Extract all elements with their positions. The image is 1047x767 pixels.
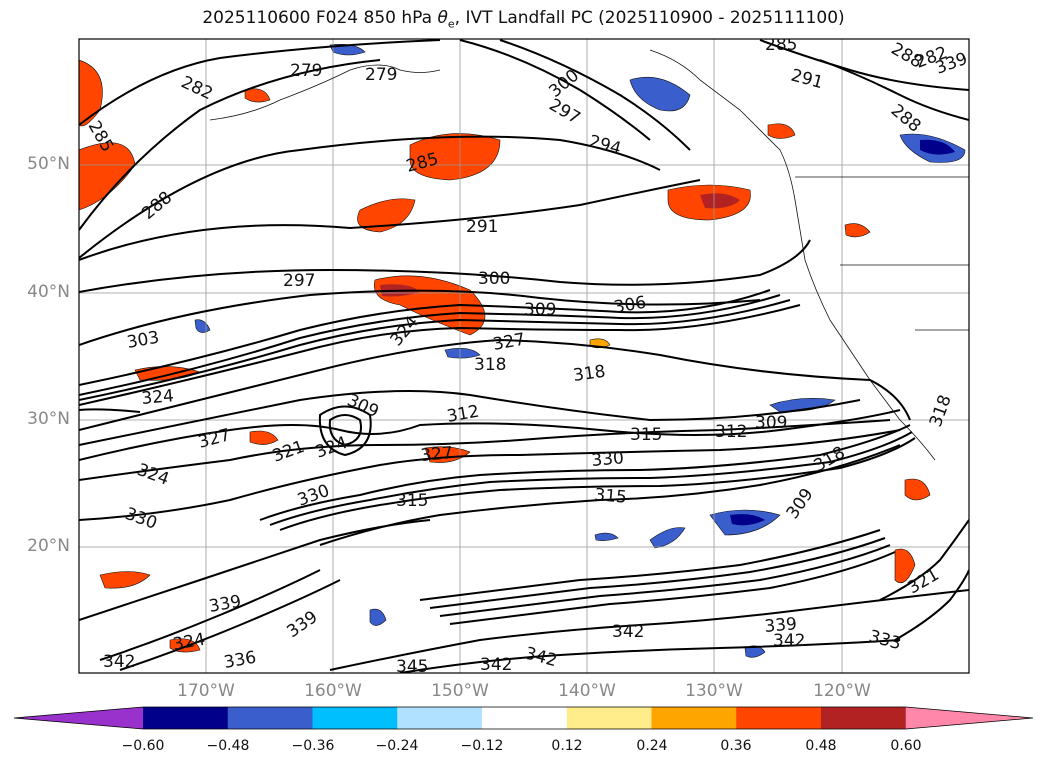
colorbar-segment [397,707,483,729]
contour-label: 300 [478,269,510,289]
contour-label: 318 [572,362,607,386]
contour-label: 318 [926,392,956,429]
lon-label-160w: 160°W [304,681,362,701]
colorbar-tick-label: −0.36 [291,738,335,754]
contour-label: 336 [222,648,257,673]
contour-label: 303 [125,328,160,353]
graticule [79,39,969,673]
lat-label-50n: 50°N [27,154,70,174]
contour-label: 330 [122,504,159,534]
contour-label: 330 [591,448,625,471]
coastlines [209,49,969,461]
lat-label-20n: 20°N [27,536,70,556]
contour-label: 291 [466,217,498,237]
contour-label: 324 [313,433,350,463]
contour-label: 315 [396,491,428,511]
contour-label: 309 [755,413,787,433]
lon-label-150w: 150°W [431,681,489,701]
contour-label: 315 [630,425,662,445]
contour-label: 342 [480,655,512,675]
contour-label: 324 [171,630,206,655]
colorbar-segment [227,707,313,729]
colorbar-tick-label: 0.60 [890,738,922,754]
colorbar-tick-label: 0.12 [551,738,583,754]
contour-label: 309 [524,300,556,320]
contour-label: 324 [134,460,171,490]
theta-e-contours [79,39,969,673]
contour-label: 279 [290,61,322,81]
contour-label: 309 [344,390,382,422]
contour-label: 339 [207,592,242,617]
contour-label: 324 [141,386,175,409]
contour-label: 318 [474,355,506,375]
contour-label: 339 [283,607,321,642]
contour-label: 342 [612,622,644,642]
colorbar-tick-label: −0.48 [206,738,250,754]
colorbar-tick-label: −0.12 [460,738,504,754]
contour-label: 288 [138,188,176,224]
contour-label: 288 [887,101,925,137]
lon-label-130w: 130°W [685,681,743,701]
contour-label: 315 [594,485,628,508]
colorbar-tick-label: 0.36 [720,738,752,754]
colorbar-extension-low [14,707,143,729]
lat-label-30n: 30°N [27,409,70,429]
contour-label: 342 [773,631,805,651]
contour-label: 291 [789,66,826,94]
colorbar [13,706,1034,730]
colorbar-segment [312,707,398,729]
lon-label-170w: 170°W [177,681,235,701]
lon-label-140w: 140°W [558,681,616,701]
contour-label: 327 [420,443,454,466]
contour-label-group: 279 279 282 285 285 288 288 291 294 297 … [84,35,969,677]
contour-label: 330 [295,481,332,511]
contour-label: 312 [715,422,747,442]
contour-label: 285 [765,35,797,55]
contour-label: 342 [523,644,560,672]
colorbar-tick-label: −0.24 [375,738,419,754]
colorbar-segment [651,707,737,729]
colorbar-segment [736,707,822,729]
contour-label: 297 [283,271,315,291]
map-frame [78,38,970,674]
contour-label: 327 [196,425,233,453]
contour-label: 297 [546,95,584,129]
colorbar-segment [143,707,229,729]
contour-label: 339 [764,614,798,637]
contour-label: 333 [867,627,904,655]
contour-label: 294 [587,132,624,160]
contour-label: 282 [178,72,216,104]
contour-label: 306 [612,293,647,318]
contour-label: 324 [387,312,423,350]
contour-label: 345 [396,657,428,677]
map-title: 2025110600 F024 850 hPa θe, IVT Landfall… [202,8,845,31]
contour-label: 309 [783,485,818,523]
colorbar-tick-label: 0.24 [636,738,668,754]
colorbar-outline [13,706,1034,730]
contour-label: 327 [491,330,526,355]
contour-label: 279 [365,65,397,85]
ivt-pc-shading [79,44,966,658]
lon-label-120w: 120°W [813,681,871,701]
colorbar-tick-label: 0.48 [805,738,837,754]
colorbar-tick-label: −0.60 [121,738,165,754]
colorbar-extension-high [905,707,1033,729]
colorbar-segment [482,707,568,729]
lat-label-40n: 40°N [27,282,70,302]
colorbar-segment [821,707,907,729]
colorbar-segment [566,707,652,729]
contour-label: 342 [103,652,135,672]
